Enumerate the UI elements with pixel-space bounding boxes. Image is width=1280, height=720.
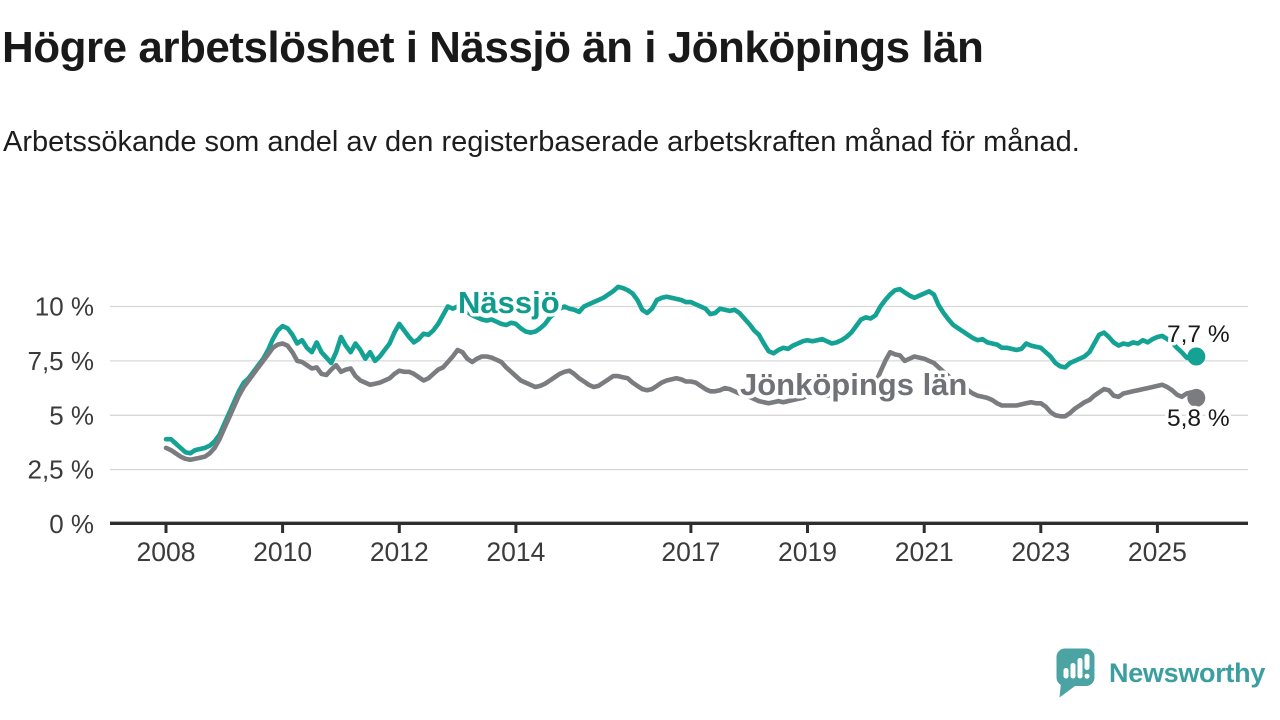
chart-subtitle: Arbetssökande som andel av den registerb…	[3, 126, 1080, 158]
x-tick-label-2017: 2017	[661, 537, 720, 567]
page-title: Högre arbetslöshet i Nässjö än i Jönköpi…	[2, 23, 984, 72]
x-tick-label-2008: 2008	[137, 537, 196, 567]
y-tick-label-4: 10 %	[35, 292, 94, 322]
series-line-1	[163, 341, 1199, 463]
bar-icon-medium	[1070, 663, 1076, 679]
x-tick-label-2021: 2021	[895, 537, 954, 567]
series-label-1: Jönköpings län	[740, 367, 967, 402]
series-line-0	[163, 284, 1199, 456]
series-label-0: Nässjö	[458, 285, 560, 320]
y-tick-label-1: 2,5 %	[28, 455, 95, 485]
x-tick-label-2023: 2023	[1011, 537, 1070, 567]
series-end-value-label-0: 7,7 %	[1167, 321, 1230, 348]
y-tick-label-3: 7,5 %	[28, 346, 95, 376]
y-tick-label-0: 0 %	[49, 509, 94, 539]
bar-icon-large	[1077, 658, 1083, 679]
newsworthy-logo-icon	[1056, 648, 1095, 698]
x-tick-label-2019: 2019	[778, 537, 837, 567]
newsworthy-logo-text: Newsworthy	[1109, 658, 1266, 688]
exclamation-icon-dot	[1084, 673, 1090, 679]
series-end-dot-0	[1187, 347, 1206, 366]
series-end-dot-1	[1187, 388, 1206, 407]
series-end-value-label-1: 5,8 %	[1167, 405, 1230, 432]
x-tick-label-2010: 2010	[253, 537, 312, 567]
x-tick-label-2025: 2025	[1128, 537, 1187, 567]
exclamation-icon-bar	[1084, 654, 1090, 670]
newsworthy-logo: Newsworthy	[1056, 648, 1265, 699]
x-tick-label-2014: 2014	[486, 537, 545, 567]
x-tick-label-2012: 2012	[370, 537, 429, 567]
y-tick-label-2: 5 %	[49, 400, 94, 430]
bar-icon-small	[1063, 668, 1069, 679]
